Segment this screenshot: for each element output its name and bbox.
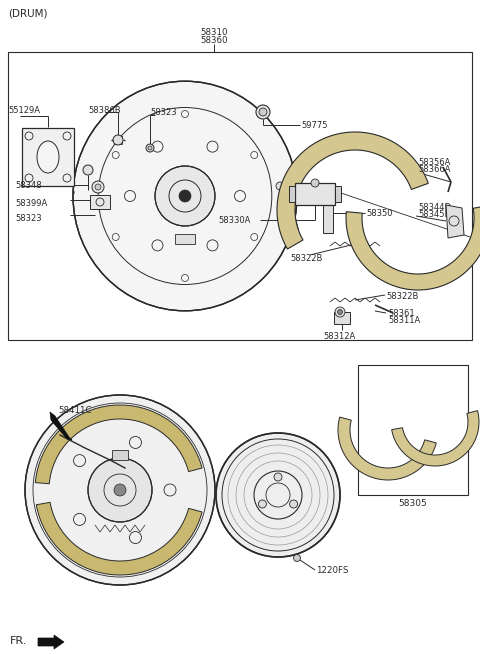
Text: 58330A: 58330A (218, 216, 251, 225)
Text: 58323: 58323 (15, 214, 42, 223)
Circle shape (83, 165, 93, 175)
Circle shape (92, 181, 104, 193)
Text: 58312A: 58312A (324, 332, 356, 341)
Text: 58344D: 58344D (418, 203, 451, 212)
Polygon shape (346, 205, 480, 290)
Text: 59775: 59775 (301, 121, 327, 130)
Polygon shape (446, 205, 464, 238)
Text: 55129A: 55129A (8, 106, 40, 115)
Text: 58305: 58305 (398, 499, 427, 508)
Polygon shape (277, 132, 428, 249)
Polygon shape (50, 412, 72, 440)
Circle shape (88, 458, 152, 522)
Bar (114, 136, 122, 144)
Text: 58361: 58361 (388, 309, 415, 318)
Circle shape (259, 108, 267, 116)
Text: 58345E: 58345E (418, 210, 450, 219)
Text: 58350: 58350 (366, 209, 393, 218)
Polygon shape (392, 411, 479, 466)
Text: 58386B: 58386B (88, 106, 120, 115)
Text: 58411C: 58411C (58, 406, 92, 415)
Text: 58366A: 58366A (418, 165, 451, 174)
Bar (335, 186, 341, 202)
Text: 58322B: 58322B (386, 292, 419, 301)
Circle shape (179, 190, 191, 202)
Circle shape (293, 555, 300, 562)
Circle shape (114, 484, 126, 496)
Polygon shape (338, 417, 436, 480)
Circle shape (25, 395, 215, 585)
Circle shape (216, 433, 340, 557)
Text: 1220FS: 1220FS (316, 566, 348, 575)
Bar (334, 312, 350, 324)
Circle shape (311, 179, 319, 187)
Wedge shape (36, 405, 202, 484)
Text: 58399A: 58399A (15, 199, 47, 208)
Text: 58310: 58310 (200, 28, 228, 37)
Circle shape (146, 144, 154, 152)
Circle shape (258, 500, 266, 508)
Circle shape (95, 184, 101, 190)
Polygon shape (38, 635, 64, 649)
Wedge shape (36, 502, 202, 575)
Text: 58323: 58323 (150, 108, 177, 117)
Circle shape (155, 166, 215, 226)
Text: 58360: 58360 (200, 36, 228, 45)
Circle shape (113, 135, 123, 145)
Bar (289, 186, 295, 202)
Circle shape (276, 182, 284, 190)
Text: 58311A: 58311A (388, 316, 420, 325)
Circle shape (289, 500, 298, 508)
Text: 58348: 58348 (15, 181, 42, 190)
Text: FR.: FR. (10, 636, 27, 646)
Circle shape (256, 105, 270, 119)
Bar (323, 193, 333, 233)
Circle shape (274, 473, 282, 481)
Bar (112, 450, 128, 460)
Bar (8, 52, 472, 340)
Circle shape (337, 309, 343, 315)
Circle shape (335, 307, 345, 317)
Bar (295, 183, 335, 205)
Ellipse shape (37, 141, 59, 173)
Text: 58356A: 58356A (418, 158, 450, 167)
Bar (358, 365, 468, 495)
Bar (22, 128, 74, 186)
Bar (90, 195, 110, 209)
Polygon shape (175, 234, 195, 244)
Text: 58322B: 58322B (290, 254, 323, 263)
Text: (DRUM): (DRUM) (8, 8, 48, 18)
Circle shape (148, 146, 152, 150)
Ellipse shape (73, 81, 297, 311)
